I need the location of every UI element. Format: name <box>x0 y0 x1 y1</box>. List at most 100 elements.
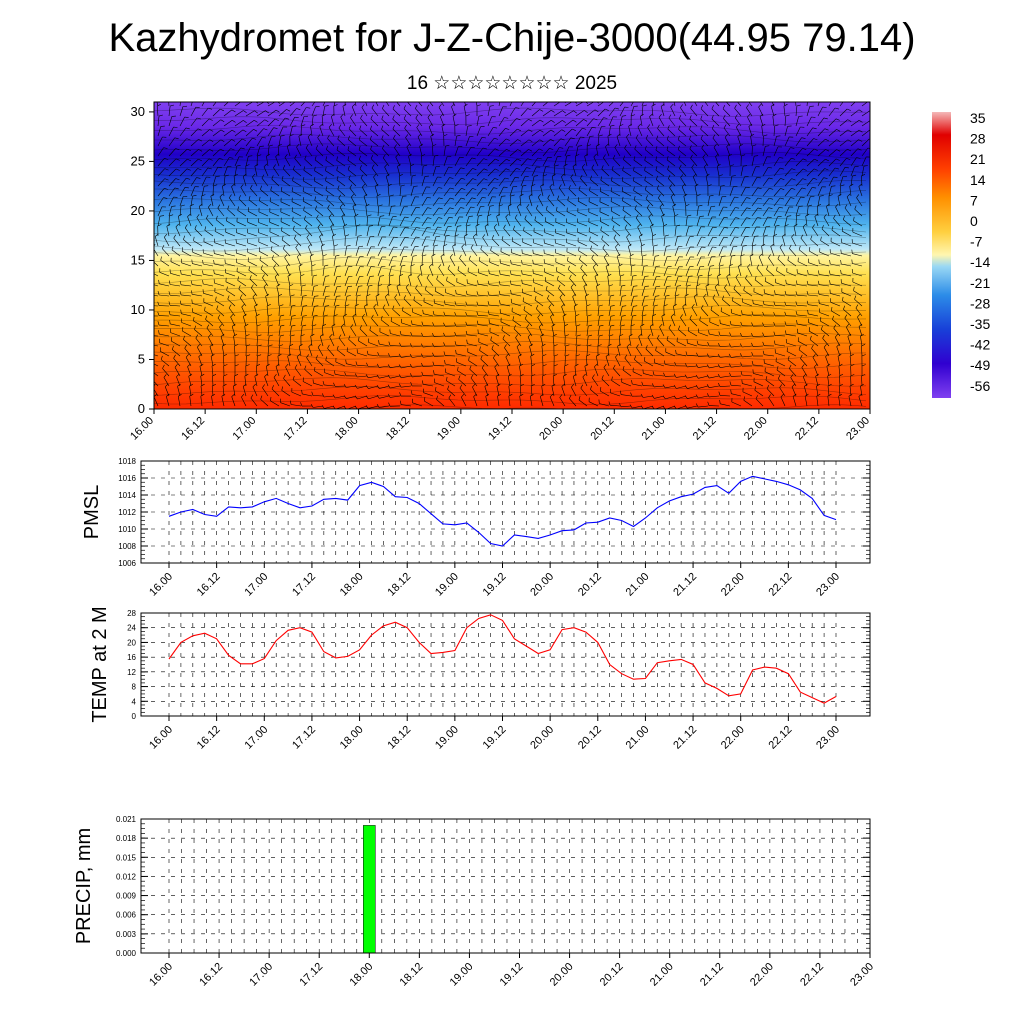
wind-barb <box>849 385 852 397</box>
wind-barb-flag <box>398 383 402 388</box>
wind-barb-flag <box>389 194 394 197</box>
wind-barb-flag <box>770 243 774 247</box>
wind-barb <box>346 351 357 357</box>
wind-barb <box>244 326 247 337</box>
wind-barb-flag <box>579 255 581 260</box>
wind-barb <box>613 368 621 377</box>
wind-barb-flag <box>780 167 784 170</box>
wind-barb <box>476 116 480 127</box>
wind-barb <box>668 178 676 187</box>
wind-barb <box>850 157 857 167</box>
wind-barb-flag <box>584 153 589 157</box>
wind-barb <box>774 305 786 307</box>
wind-barb-flag <box>300 402 303 407</box>
wind-barb-flag <box>558 184 562 189</box>
wind-barb-flag <box>421 362 424 367</box>
wind-barb <box>441 126 445 137</box>
wind-barb <box>159 272 170 277</box>
wind-barb-flag <box>381 125 384 130</box>
wind-barb <box>550 316 555 327</box>
wind-barb-flag <box>268 314 273 317</box>
wind-barb-flag <box>785 330 787 335</box>
wind-barb <box>179 138 187 147</box>
wind-barb-flag <box>551 109 555 113</box>
wind-barb-flag <box>745 227 750 229</box>
wind-barb <box>200 376 203 387</box>
wind-barb-flag <box>550 313 554 317</box>
wind-barb <box>234 156 240 167</box>
wind-barb-flag <box>587 344 592 347</box>
wind-barb-flag <box>574 363 579 367</box>
wind-barb <box>731 365 742 368</box>
wind-barb <box>206 327 214 337</box>
wind-barb-flag <box>360 114 363 119</box>
wind-barb <box>650 226 654 237</box>
wind-barb-flag <box>706 374 710 379</box>
wind-barb-flag <box>567 256 569 261</box>
wind-barb <box>302 381 313 387</box>
wind-barb-flag <box>780 178 785 180</box>
wind-barb-flag <box>791 188 796 190</box>
wind-barb-flag <box>212 374 217 377</box>
wind-barb-flag <box>323 314 328 317</box>
wind-barb-flag <box>603 117 608 119</box>
wind-barb <box>597 336 600 347</box>
wind-barb <box>784 178 792 187</box>
wind-barb <box>652 286 657 297</box>
wind-barb-flag <box>655 166 658 171</box>
wind-barb <box>443 197 451 207</box>
wind-barb <box>469 259 478 267</box>
wind-barb <box>720 365 731 368</box>
wind-barb-flag <box>607 343 612 347</box>
heatmap-x-tick-label: 16.12 <box>179 415 207 443</box>
wind-barb <box>382 148 390 157</box>
wind-barb <box>608 296 611 307</box>
wind-barb <box>586 336 589 347</box>
wind-barb-flag <box>843 305 846 310</box>
wind-barb-flag <box>673 303 677 307</box>
wind-barb-flag <box>601 375 604 380</box>
wind-barb <box>552 335 555 347</box>
wind-barb <box>498 106 504 117</box>
wind-barb <box>678 329 687 337</box>
wind-barb <box>175 226 181 237</box>
wind-barb <box>421 186 427 197</box>
wind-barb <box>795 102 797 107</box>
wind-barb-flag <box>772 113 777 117</box>
wind-barb <box>694 296 698 307</box>
wind-barb-flag <box>517 149 522 152</box>
wind-barb <box>463 236 467 247</box>
wind-barb <box>528 196 533 207</box>
wind-barb-flag <box>199 203 203 207</box>
wind-barb-flag <box>334 370 336 375</box>
wind-barb-flag <box>159 215 165 217</box>
wind-barb <box>210 196 214 207</box>
wind-barb-flag <box>853 286 855 291</box>
wind-barb <box>746 107 753 117</box>
wind-barb-flag <box>649 113 653 117</box>
wind-barb <box>170 323 181 327</box>
wind-barb <box>389 345 401 347</box>
wind-barb <box>674 246 679 257</box>
wind-barb <box>741 335 753 337</box>
wind-barb <box>658 117 665 127</box>
wind-barb <box>161 359 170 367</box>
wind-barb-flag <box>787 256 789 261</box>
wind-barb <box>302 393 313 397</box>
wind-barb-flag <box>187 158 192 162</box>
heatmap-contour-line <box>154 314 867 324</box>
wind-barb <box>168 116 173 127</box>
wind-barb <box>533 253 544 257</box>
wind-barb-flag <box>731 175 736 177</box>
wind-barb-flag <box>587 144 592 147</box>
wind-barb-flag <box>539 99 543 101</box>
wind-barb <box>340 116 346 127</box>
wind-barb-flag <box>861 354 866 357</box>
wind-barb <box>603 157 610 167</box>
wind-barb <box>304 369 313 377</box>
wind-barb-flag <box>455 289 457 294</box>
wind-barb <box>432 197 440 207</box>
wind-barb-flag <box>855 304 859 309</box>
wind-barb <box>359 129 368 137</box>
wind-barb <box>520 149 529 157</box>
